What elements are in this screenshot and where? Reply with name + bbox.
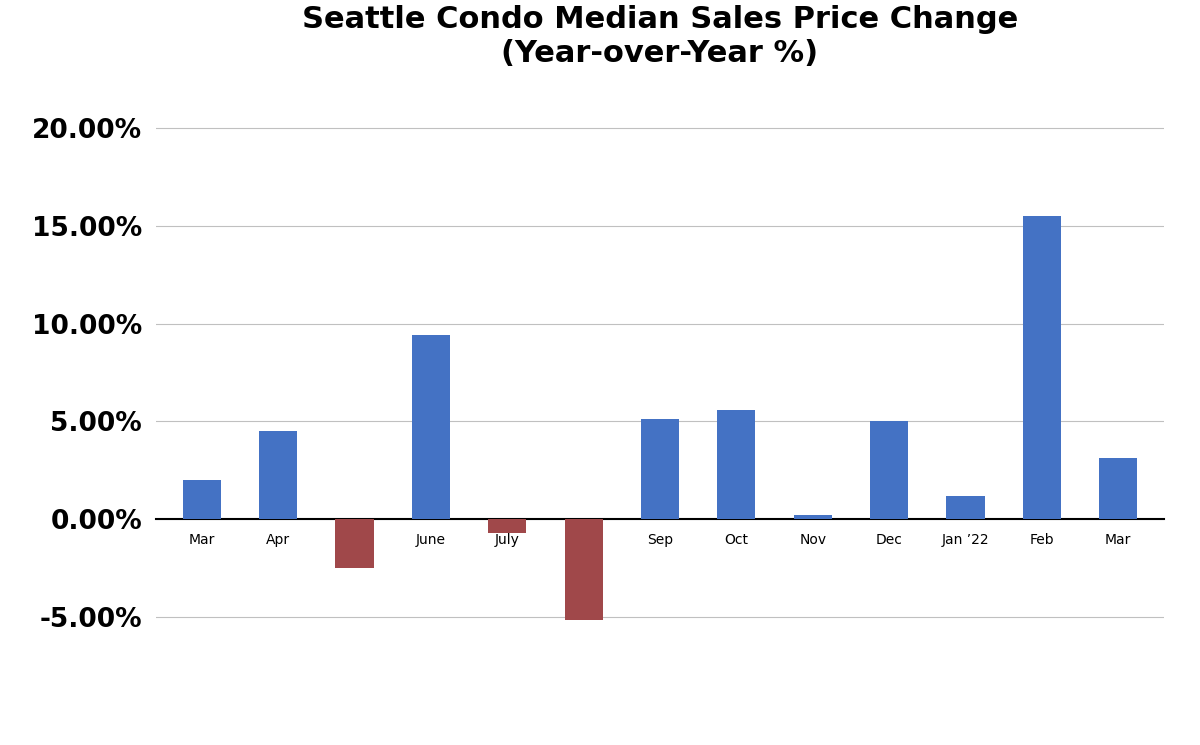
Bar xyxy=(947,495,984,519)
Bar xyxy=(412,335,450,519)
Bar xyxy=(793,515,832,519)
Bar xyxy=(182,480,221,519)
Title: Seattle Condo Median Sales Price Change
(Year-over-Year %): Seattle Condo Median Sales Price Change … xyxy=(302,5,1018,68)
Bar xyxy=(1099,458,1138,519)
Bar xyxy=(564,519,602,621)
Bar xyxy=(336,519,373,568)
Bar xyxy=(641,419,679,519)
Bar xyxy=(259,431,298,519)
Bar xyxy=(718,410,756,519)
Bar xyxy=(488,519,527,533)
Bar xyxy=(870,422,908,519)
Bar xyxy=(1022,216,1061,519)
